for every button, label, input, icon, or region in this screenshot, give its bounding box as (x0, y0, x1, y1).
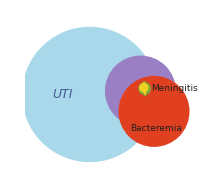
Circle shape (138, 82, 151, 95)
Circle shape (118, 76, 190, 147)
Text: UTI: UTI (52, 88, 73, 101)
Circle shape (105, 56, 176, 127)
Circle shape (139, 83, 148, 92)
Ellipse shape (143, 82, 146, 95)
Ellipse shape (142, 81, 147, 96)
Circle shape (22, 27, 157, 162)
Text: Meningitis: Meningitis (151, 84, 198, 93)
Text: Bacteremia: Bacteremia (131, 124, 182, 133)
